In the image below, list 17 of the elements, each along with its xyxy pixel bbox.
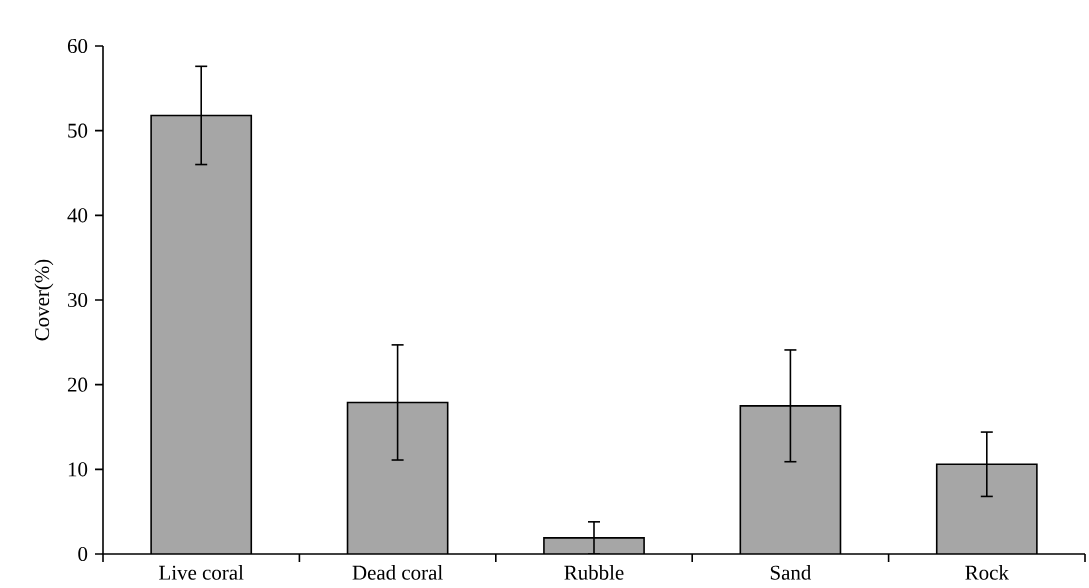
x-tick-label: Sand: [770, 565, 812, 580]
y-tick-label: 60: [67, 38, 88, 54]
y-tick-label: 0: [78, 546, 88, 562]
x-tick-label: Live coral: [159, 565, 244, 580]
y-tick-label: 30: [68, 292, 88, 308]
y-tick-label: 20: [67, 377, 88, 392]
y-tick-label: 10: [68, 462, 88, 477]
bar: [151, 115, 252, 554]
bar: [935, 463, 1038, 554]
bar: [740, 405, 841, 554]
x-tick-label: Rubble: [564, 565, 624, 580]
bar: [347, 402, 448, 554]
y-tick-label: 50: [68, 123, 88, 138]
y-tick-label: 40: [67, 208, 88, 223]
x-tick-label: Dead coral: [352, 565, 443, 580]
y-axis-title: Cover(%): [34, 259, 54, 341]
x-tick-label: Rock: [965, 565, 1009, 580]
